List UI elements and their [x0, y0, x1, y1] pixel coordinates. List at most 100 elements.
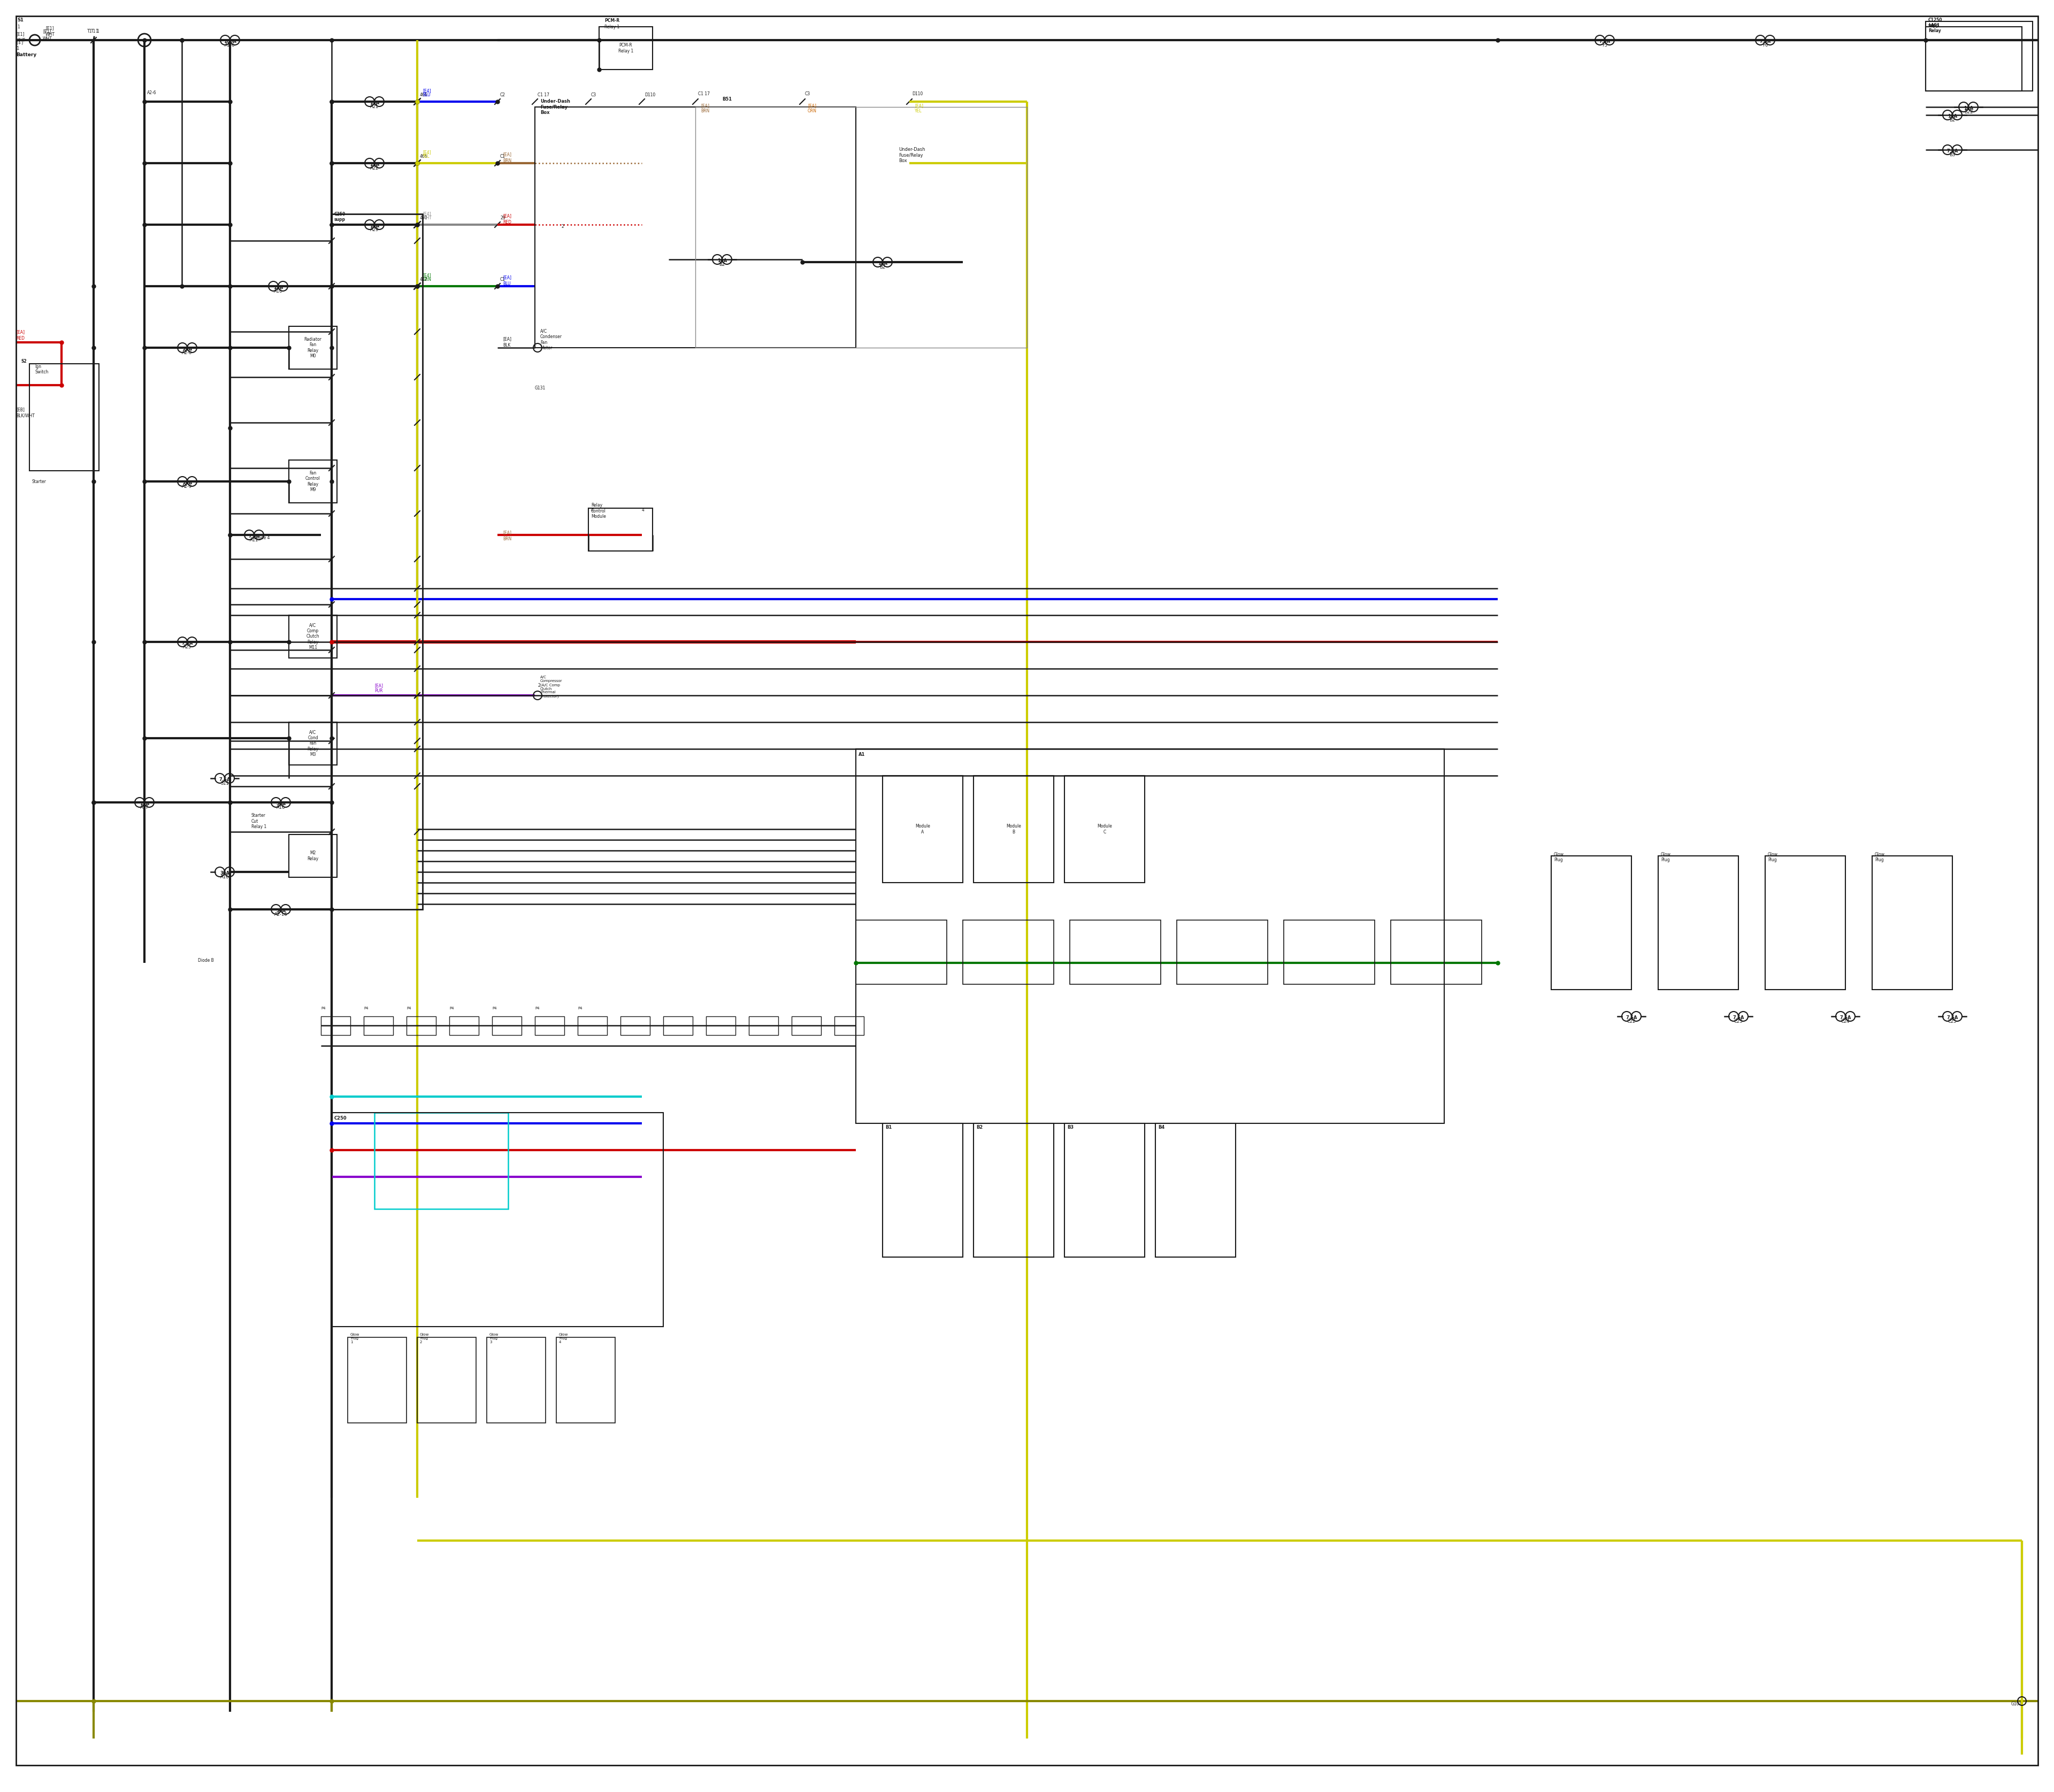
Text: 1: 1 [16, 25, 21, 29]
Text: 15A: 15A [273, 285, 283, 290]
Text: [E1]: [E1] [45, 25, 53, 30]
Text: 20A: 20A [183, 480, 193, 486]
Text: LAF1
Relay: LAF1 Relay [1929, 23, 1941, 34]
Text: [E4]: [E4] [423, 151, 431, 154]
Text: A22: A22 [370, 167, 378, 170]
Text: 7.5A: 7.5A [1625, 1016, 1637, 1020]
Text: 100A: 100A [224, 39, 236, 43]
Text: Diode B: Diode B [197, 959, 214, 962]
Text: Battery: Battery [16, 52, 37, 57]
Text: 10A: 10A [370, 224, 380, 228]
Text: B51: B51 [723, 97, 731, 102]
Text: GRN: GRN [423, 278, 431, 281]
Bar [534, 108, 857, 348]
Text: A2-0: A2-0 [183, 351, 193, 355]
Text: [EA]: [EA] [503, 337, 511, 340]
Text: 10A: 10A [1947, 115, 1957, 118]
Text: 2: 2 [538, 683, 540, 688]
Text: 15A: 15A [370, 161, 380, 167]
Text: [EA]: [EA] [914, 104, 922, 108]
Text: [EA]: [EA] [503, 274, 511, 280]
Text: 7.5A: 7.5A [220, 778, 230, 781]
Text: S1: S1 [16, 18, 23, 23]
Text: Glow
Plug: Glow Plug [1768, 851, 1779, 862]
Bar [534, 1016, 565, 1036]
Bar [1284, 919, 1374, 984]
Text: A/C
Cond
Fan
Relay
M3: A/C Cond Fan Relay M3 [308, 729, 318, 756]
Text: [EA]: [EA] [503, 213, 511, 219]
Text: Module
C: Module C [1097, 824, 1111, 835]
Text: 30A: 30A [220, 871, 230, 876]
Text: 442: 442 [419, 278, 427, 281]
Text: BRN: BRN [503, 158, 511, 163]
Text: BLU: BLU [503, 281, 511, 287]
Text: [EA]: [EA] [503, 530, 511, 536]
Text: Glow
Plug
3: Glow Plug 3 [489, 1333, 499, 1344]
Text: Module
B: Module B [1006, 824, 1021, 835]
Text: C1 17: C1 17 [538, 93, 548, 97]
Text: A16: A16 [273, 289, 283, 294]
Text: Under-Dash
Fuse/Relay
Box: Under-Dash Fuse/Relay Box [900, 147, 924, 163]
Text: C23: C23 [1734, 1020, 1744, 1023]
Text: P4: P4 [407, 1007, 411, 1011]
Bar [417, 1337, 477, 1423]
Text: B2: B2 [1949, 118, 1955, 122]
Text: A/C
Comp
Clutch
Relay
M11: A/C Comp Clutch Relay M11 [306, 624, 320, 650]
Text: Starter
Cut
Relay 1: Starter Cut Relay 1 [251, 814, 267, 830]
Text: C1 17: C1 17 [698, 91, 711, 97]
Text: Diode 4: Diode 4 [255, 536, 269, 539]
Text: 1: 1 [94, 29, 99, 34]
Bar [1177, 919, 1267, 984]
Text: 7.5A: 7.5A [1947, 1016, 1957, 1020]
Text: 7.5A: 7.5A [1598, 39, 1610, 43]
Text: Glow
Plug: Glow Plug [1555, 851, 1563, 862]
Bar [587, 509, 653, 550]
Text: A1: A1 [859, 753, 865, 756]
Text: WHT: WHT [45, 32, 55, 38]
Text: C1250
supp: C1250 supp [1929, 18, 1943, 29]
Text: [E4]: [E4] [423, 88, 431, 93]
Bar [364, 1016, 392, 1036]
Text: A2-9: A2-9 [183, 484, 193, 489]
Text: C22: C22 [1627, 1020, 1635, 1023]
Text: C250: C250 [335, 1116, 347, 1120]
Text: A2-6: A2-6 [148, 90, 156, 95]
Text: 1: 1 [16, 47, 18, 50]
Text: C3: C3 [592, 93, 596, 97]
Text: A1-6: A1-6 [224, 43, 236, 48]
Bar [290, 615, 337, 658]
Text: D110: D110 [645, 93, 655, 97]
Text: 20A: 20A [183, 346, 193, 351]
Text: 29: 29 [499, 215, 505, 220]
Text: S11: S11 [220, 781, 228, 787]
Bar [1391, 919, 1481, 984]
Text: 460: 460 [419, 215, 427, 220]
Bar [290, 722, 337, 765]
Text: BRN: BRN [700, 109, 709, 113]
Text: D110: D110 [912, 91, 922, 97]
Text: F6: F6 [1762, 43, 1768, 48]
Bar [331, 213, 423, 909]
Text: Module
A: Module A [916, 824, 930, 835]
Text: [E1]: [E1] [16, 32, 25, 36]
Bar [1764, 857, 1844, 989]
Bar [1551, 857, 1631, 989]
Text: A21: A21 [370, 104, 378, 109]
Text: Ign
Switch: Ign Switch [35, 364, 49, 375]
Text: C25: C25 [1947, 1020, 1957, 1023]
Text: P4: P4 [364, 1007, 368, 1011]
Text: Glow
Plug: Glow Plug [1662, 851, 1672, 862]
Text: 466: 466 [419, 154, 427, 159]
Bar [374, 1113, 507, 1210]
Text: Relay 1: Relay 1 [604, 25, 620, 29]
Text: B3: B3 [1068, 1125, 1074, 1129]
Text: BRN: BRN [503, 536, 511, 541]
Text: Glow
Plug
2: Glow Plug 2 [419, 1333, 429, 1344]
Bar [1871, 857, 1953, 989]
Text: P4: P4 [534, 1007, 540, 1011]
Text: [E4]: [E4] [423, 272, 431, 278]
Text: B2: B2 [976, 1125, 982, 1129]
Text: 10A: 10A [877, 262, 887, 265]
Text: B4: B4 [1158, 1125, 1165, 1129]
Text: [EA]: [EA] [16, 330, 25, 335]
